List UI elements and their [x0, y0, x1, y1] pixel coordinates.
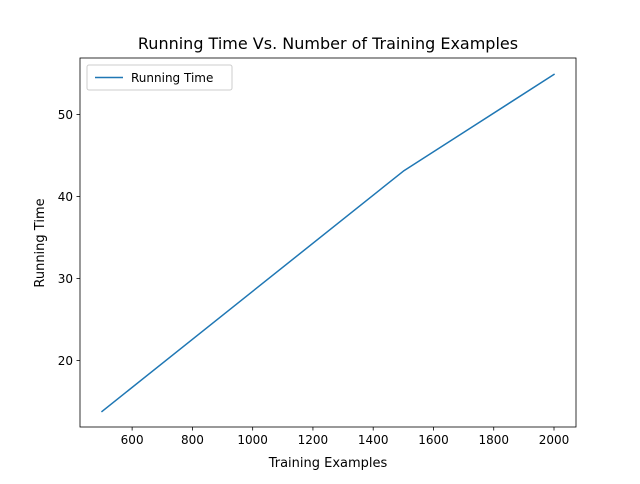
- y-tick-label: 30: [58, 272, 73, 286]
- x-tick-label: 800: [181, 433, 204, 447]
- x-tick-label: 1600: [418, 433, 449, 447]
- legend-label-0: Running Time: [131, 71, 213, 85]
- legend: Running Time: [86, 64, 233, 91]
- plot-area: 600 800 1000 1200 1400 1600 1800 2000 20 30 40 50: [58, 57, 577, 447]
- legend-box: [86, 64, 233, 91]
- y-tick-label: 50: [58, 108, 73, 122]
- x-tick-label: 1200: [298, 433, 329, 447]
- x-tick-label: 1400: [358, 433, 389, 447]
- x-tick-label: 1000: [237, 433, 268, 447]
- axes-frame: [79, 57, 577, 428]
- y-tick-label: 20: [58, 354, 73, 368]
- x-tick-label: 2000: [539, 433, 570, 447]
- y-tick-label: 40: [58, 190, 73, 204]
- x-tick-label: 600: [121, 433, 144, 447]
- x-axis-label: Training Examples: [268, 456, 388, 471]
- x-tick-label: 1800: [478, 433, 509, 447]
- chart-title: Running Time Vs. Number of Training Exam…: [138, 34, 518, 53]
- y-axis-label: Running Time: [33, 198, 48, 287]
- series-line-0: [100, 73, 556, 413]
